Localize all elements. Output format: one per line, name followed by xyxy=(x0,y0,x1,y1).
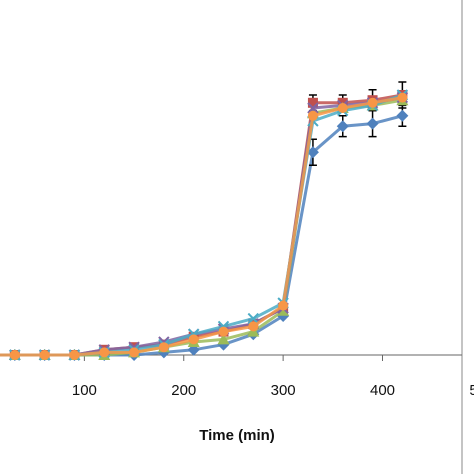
marker xyxy=(158,342,169,353)
x-tick-label: 100 xyxy=(72,382,97,399)
x-tick-label: 400 xyxy=(370,382,395,399)
marker xyxy=(397,92,408,103)
marker xyxy=(39,350,50,360)
x-tick-label: 500 xyxy=(469,382,474,399)
series-line xyxy=(0,114,403,357)
marker xyxy=(307,102,319,114)
marker xyxy=(129,347,140,358)
x-tick-label: 300 xyxy=(271,382,296,399)
marker xyxy=(69,350,80,360)
marker xyxy=(396,109,409,122)
marker xyxy=(217,333,230,345)
marker xyxy=(307,97,318,108)
marker xyxy=(367,97,378,108)
marker xyxy=(306,146,319,159)
marker xyxy=(307,110,318,121)
marker xyxy=(247,312,260,325)
marker xyxy=(337,103,348,113)
marker xyxy=(218,326,229,337)
x-tick-label: 200 xyxy=(171,382,196,399)
marker xyxy=(9,350,20,360)
marker xyxy=(99,347,110,358)
marker xyxy=(248,321,259,332)
marker xyxy=(366,117,379,130)
series-line xyxy=(0,98,403,357)
marker xyxy=(188,334,199,345)
marker xyxy=(278,300,289,311)
x-axis-label: Time (min) xyxy=(199,427,275,444)
marker xyxy=(336,120,349,133)
